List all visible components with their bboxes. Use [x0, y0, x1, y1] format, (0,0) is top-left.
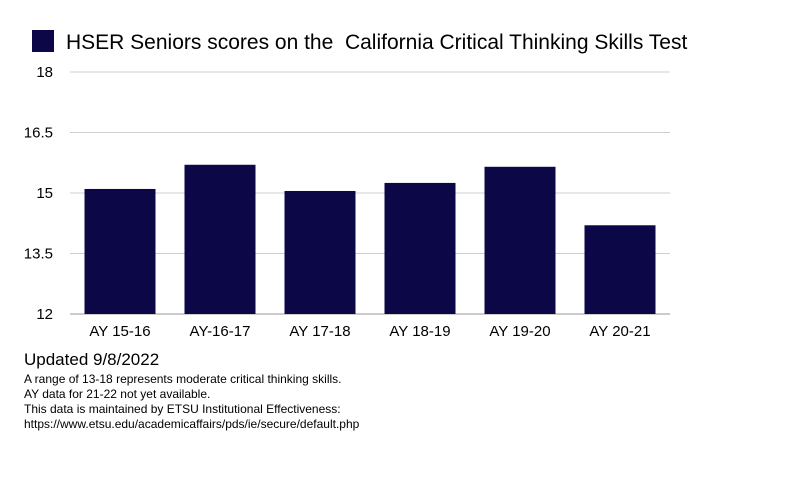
x-category-label: AY 18-19 [389, 323, 450, 340]
bar-5 [484, 166, 556, 314]
bars [84, 164, 656, 314]
note-range: A range of 13-18 represents moderate cri… [24, 372, 342, 386]
bar-6 [584, 225, 656, 314]
chart-notes: Updated 9/8/2022 A range of 13-18 repres… [24, 350, 764, 432]
y-tick-label: 13.5 [24, 246, 53, 263]
gridlines [70, 71, 670, 315]
x-axis-category-labels: AY 15-16 AY-16-17 AY 17-18 AY 18-19 AY 19-20… [89, 323, 650, 340]
legend-swatch [32, 30, 54, 52]
x-category-label: AY 20-21 [589, 323, 650, 340]
x-category-label: AY 15-16 [89, 323, 150, 340]
bar-3 [284, 190, 356, 314]
x-category-label: AY 17-18 [289, 323, 350, 340]
note-maintainer: This data is maintained by ETSU Institut… [24, 402, 341, 416]
x-category-label: AY 19-20 [489, 323, 550, 340]
y-tick-label: 16.5 [24, 125, 53, 142]
y-axis-tick-labels: 12 13.5 15 16.5 18 [24, 64, 53, 323]
updated-date: Updated 9/8/2022 [24, 350, 160, 369]
y-tick-label: 15 [36, 185, 53, 202]
chart-legend: HSER Seniors scores on the California Cr… [32, 30, 687, 54]
note-availability: AY data for 21-22 not yet available. [24, 387, 211, 401]
bar-4 [384, 182, 456, 314]
y-tick-label: 18 [36, 64, 53, 81]
bar-2 [184, 164, 256, 314]
y-tick-label: 12 [36, 306, 53, 323]
legend-label: HSER Seniors scores on the California Cr… [66, 31, 687, 54]
x-category-label: AY-16-17 [190, 323, 251, 340]
note-url: https://www.etsu.edu/academicaffairs/pds… [24, 417, 360, 431]
bar-1 [84, 188, 156, 314]
